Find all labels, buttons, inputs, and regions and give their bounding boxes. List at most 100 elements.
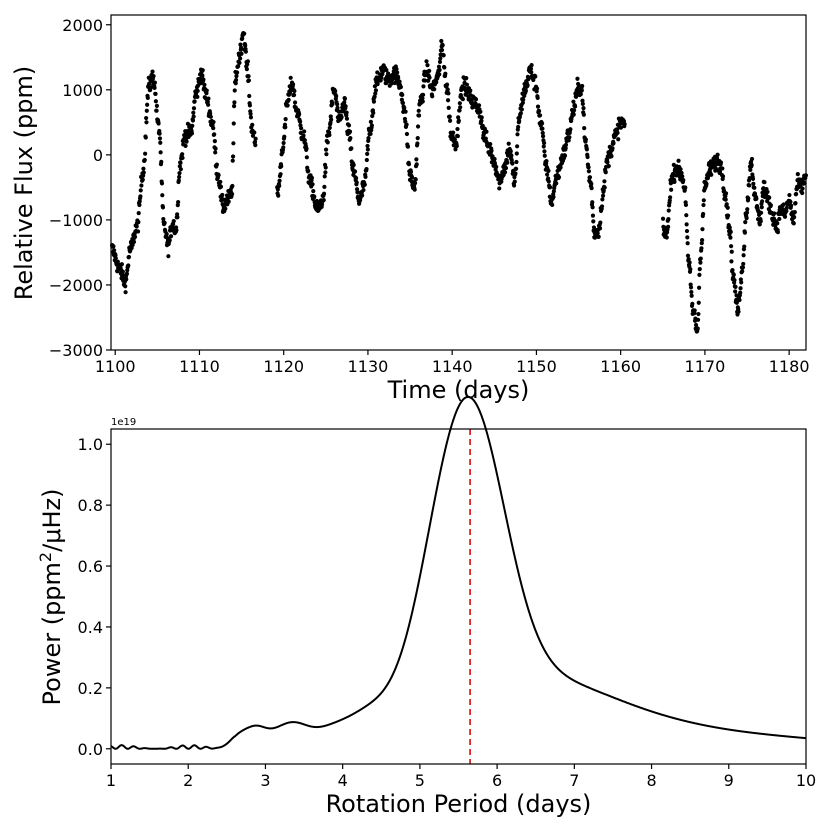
flux-point xyxy=(396,75,401,80)
flux-point xyxy=(413,177,418,182)
flux-point xyxy=(541,140,547,146)
flux-point xyxy=(141,166,146,171)
flux-point xyxy=(456,118,461,123)
flux-point xyxy=(416,113,422,118)
flux-point xyxy=(788,199,793,204)
flux-point xyxy=(737,297,742,303)
flux-point xyxy=(175,215,180,220)
flux-point xyxy=(749,156,755,162)
flux-point xyxy=(782,214,788,219)
flux-point xyxy=(238,42,243,47)
flux-point xyxy=(523,88,528,94)
flux-point xyxy=(192,99,197,104)
flux-point xyxy=(740,265,746,270)
flux-point xyxy=(167,238,172,243)
flux-point xyxy=(520,100,525,105)
flux-point xyxy=(132,234,138,239)
flux-point xyxy=(695,317,701,322)
flux-point xyxy=(578,92,583,97)
flux-point xyxy=(688,285,694,290)
flux-point xyxy=(580,101,585,106)
flux-point xyxy=(385,71,391,76)
flux-point xyxy=(373,88,379,93)
flux-point xyxy=(510,161,515,166)
flux-point xyxy=(568,127,573,132)
flux-point xyxy=(444,82,450,87)
flux-point xyxy=(371,99,377,104)
flux-point xyxy=(421,92,426,97)
flux-point xyxy=(134,224,139,229)
y-tick-label: 0.8 xyxy=(78,496,103,515)
flux-point xyxy=(540,134,546,139)
light-curve-y-label: Relative Flux (ppm) xyxy=(10,66,38,301)
flux-point xyxy=(714,155,720,161)
flux-point xyxy=(758,219,763,224)
flux-point xyxy=(611,141,616,146)
flux-point xyxy=(669,187,674,192)
flux-point xyxy=(211,119,216,125)
flux-point xyxy=(339,114,344,120)
flux-point xyxy=(414,162,419,167)
flux-point xyxy=(751,181,756,186)
flux-point xyxy=(701,211,706,217)
flux-point xyxy=(529,62,534,68)
flux-point xyxy=(406,162,412,167)
flux-point xyxy=(784,205,789,211)
flux-point xyxy=(741,253,746,258)
flux-point xyxy=(253,142,258,148)
flux-point xyxy=(213,146,218,151)
flux-point xyxy=(404,131,410,137)
flux-point xyxy=(445,98,451,103)
flux-point xyxy=(598,220,603,225)
flux-point xyxy=(200,68,205,73)
flux-point xyxy=(759,205,764,210)
flux-point xyxy=(476,103,482,108)
flux-point xyxy=(136,210,141,216)
flux-point xyxy=(683,202,689,208)
flux-point xyxy=(743,220,748,225)
flux-point xyxy=(140,177,145,182)
flux-point xyxy=(333,89,338,94)
flux-point xyxy=(174,228,179,233)
flux-point xyxy=(551,189,556,194)
flux-point xyxy=(348,136,353,141)
flux-point xyxy=(441,53,446,58)
flux-point xyxy=(365,147,370,152)
flux-point xyxy=(728,235,733,240)
flux-point xyxy=(412,187,417,192)
flux-point xyxy=(724,202,729,207)
flux-point xyxy=(232,88,237,93)
flux-point xyxy=(239,51,244,56)
flux-point xyxy=(283,117,288,122)
flux-point xyxy=(361,187,366,193)
flux-point xyxy=(580,83,585,89)
flux-point xyxy=(590,200,595,205)
flux-point xyxy=(178,167,183,172)
flux-point xyxy=(700,227,705,232)
flux-point xyxy=(563,142,569,147)
flux-point xyxy=(360,193,365,198)
flux-point xyxy=(397,79,402,84)
flux-point xyxy=(437,72,442,77)
flux-point xyxy=(791,221,796,226)
flux-point xyxy=(142,157,147,163)
x-tick-label: 4 xyxy=(338,771,348,790)
flux-point xyxy=(151,74,156,79)
flux-point xyxy=(304,155,309,160)
light-curve-x-ticks: 1100 1110 1120 1130 1140 1150 1160 1170 1180 xyxy=(95,350,810,376)
flux-point xyxy=(177,174,182,180)
flux-point xyxy=(668,195,673,200)
flux-point xyxy=(141,170,146,175)
flux-point xyxy=(352,169,358,174)
flux-point xyxy=(616,137,621,142)
flux-point xyxy=(434,80,439,85)
flux-point xyxy=(596,234,601,239)
flux-point xyxy=(201,77,206,82)
light-curve-frame xyxy=(110,14,807,351)
flux-point xyxy=(180,152,185,157)
flux-point xyxy=(589,181,594,186)
flux-point xyxy=(438,56,443,61)
flux-point xyxy=(400,92,405,98)
flux-point xyxy=(246,78,251,83)
flux-point xyxy=(685,235,690,240)
